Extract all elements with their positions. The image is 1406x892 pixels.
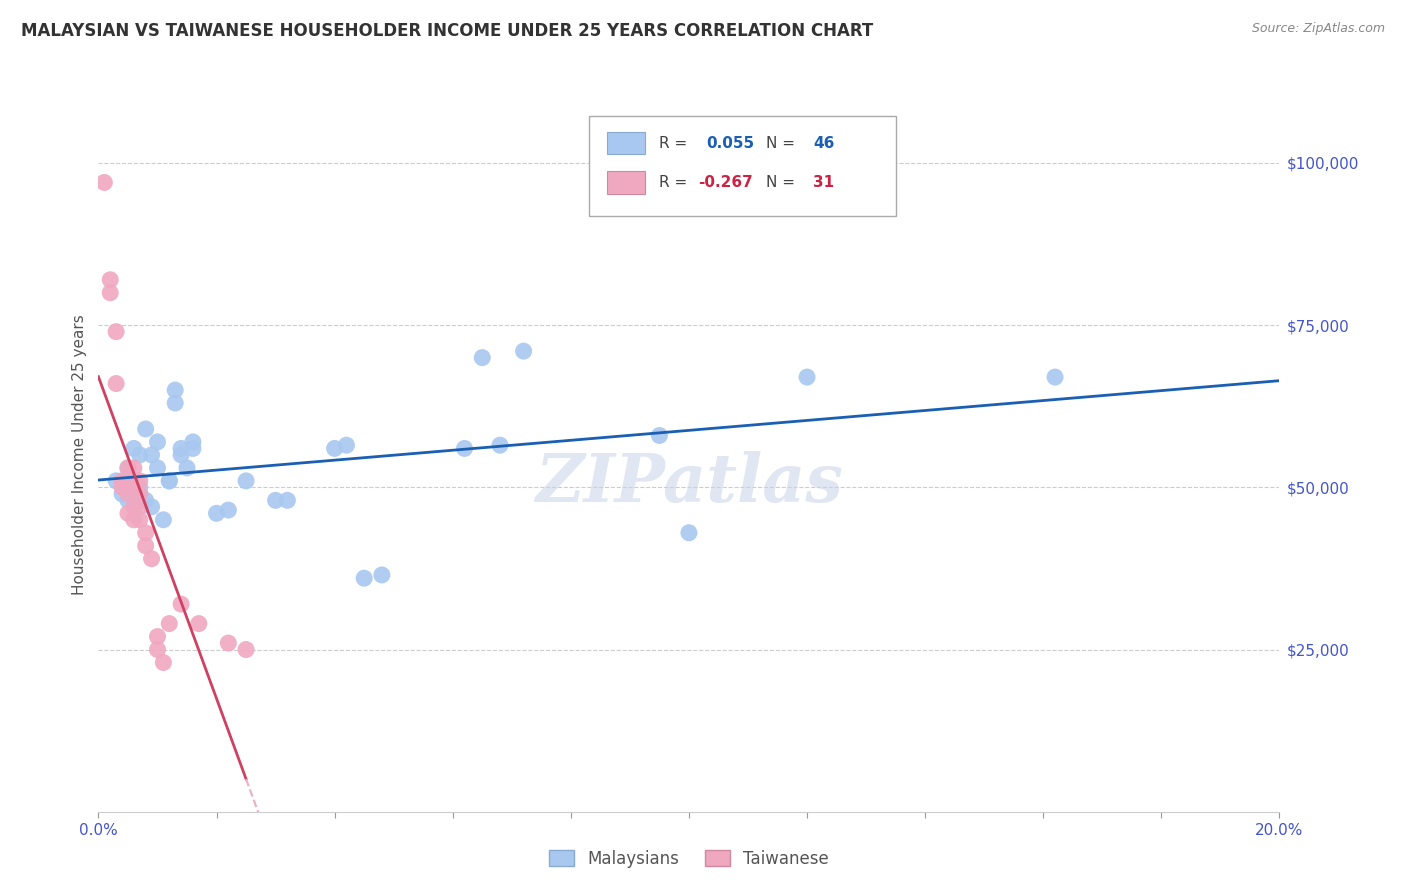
Text: Source: ZipAtlas.com: Source: ZipAtlas.com: [1251, 22, 1385, 36]
Point: [187, 616, 209, 631]
Point: [135, 539, 157, 553]
Point: [170, 448, 193, 462]
Point: [122, 442, 145, 456]
Point: [122, 480, 145, 494]
Point: [122, 474, 145, 488]
Point: [117, 487, 139, 501]
Point: [146, 461, 169, 475]
Point: [105, 376, 128, 391]
Text: 31: 31: [813, 175, 834, 190]
Point: [111, 487, 134, 501]
Point: [146, 642, 169, 657]
Point: [157, 474, 180, 488]
Point: [117, 461, 139, 475]
Point: [235, 474, 257, 488]
Point: [181, 434, 204, 449]
Point: [264, 493, 287, 508]
Point: [453, 442, 475, 456]
Point: [205, 506, 228, 520]
Point: [122, 513, 145, 527]
Point: [512, 344, 534, 359]
Point: [157, 474, 180, 488]
Point: [141, 551, 163, 566]
Point: [471, 351, 494, 365]
Point: [146, 630, 169, 644]
Point: [128, 500, 150, 514]
Point: [152, 513, 174, 527]
Point: [122, 461, 145, 475]
Text: -0.267: -0.267: [699, 175, 754, 190]
Point: [235, 642, 257, 657]
Point: [117, 461, 139, 475]
Point: [323, 442, 346, 456]
Point: [98, 273, 121, 287]
Point: [181, 442, 204, 456]
Point: [135, 493, 157, 508]
Point: [128, 448, 150, 462]
Point: [128, 513, 150, 527]
Point: [276, 493, 298, 508]
Text: N =: N =: [766, 136, 800, 151]
Point: [111, 480, 134, 494]
Text: ZIPatlas: ZIPatlas: [536, 451, 842, 516]
Point: [489, 438, 512, 452]
Point: [217, 636, 239, 650]
Point: [152, 656, 174, 670]
Point: [135, 525, 157, 540]
Point: [678, 525, 700, 540]
Point: [335, 438, 357, 452]
Point: [111, 474, 134, 488]
Point: [146, 434, 169, 449]
Point: [122, 500, 145, 514]
Text: N =: N =: [766, 175, 800, 190]
Point: [157, 616, 180, 631]
Point: [128, 480, 150, 494]
Point: [141, 500, 163, 514]
Point: [105, 325, 128, 339]
Point: [176, 461, 198, 475]
Point: [648, 428, 671, 442]
Point: [1043, 370, 1066, 384]
Point: [98, 285, 121, 300]
Text: R =: R =: [659, 175, 693, 190]
Point: [371, 568, 394, 582]
Point: [122, 474, 145, 488]
Point: [141, 448, 163, 462]
FancyBboxPatch shape: [607, 171, 645, 194]
Point: [165, 383, 187, 397]
Legend: Malaysians, Taiwanese: Malaysians, Taiwanese: [543, 844, 835, 875]
Point: [217, 503, 239, 517]
Text: 0.055: 0.055: [707, 136, 755, 151]
Point: [93, 176, 115, 190]
Point: [165, 396, 187, 410]
Point: [117, 474, 139, 488]
Point: [135, 422, 157, 436]
FancyBboxPatch shape: [607, 132, 645, 154]
Point: [117, 506, 139, 520]
Point: [353, 571, 375, 585]
Point: [117, 493, 139, 508]
Y-axis label: Householder Income Under 25 years: Householder Income Under 25 years: [72, 315, 87, 595]
Point: [170, 442, 193, 456]
FancyBboxPatch shape: [589, 116, 896, 216]
Point: [105, 474, 128, 488]
Text: R =: R =: [659, 136, 693, 151]
Text: MALAYSIAN VS TAIWANESE HOUSEHOLDER INCOME UNDER 25 YEARS CORRELATION CHART: MALAYSIAN VS TAIWANESE HOUSEHOLDER INCOM…: [21, 22, 873, 40]
Text: 46: 46: [813, 136, 834, 151]
Point: [170, 597, 193, 611]
Point: [128, 487, 150, 501]
Point: [128, 474, 150, 488]
Point: [796, 370, 818, 384]
Point: [128, 487, 150, 501]
